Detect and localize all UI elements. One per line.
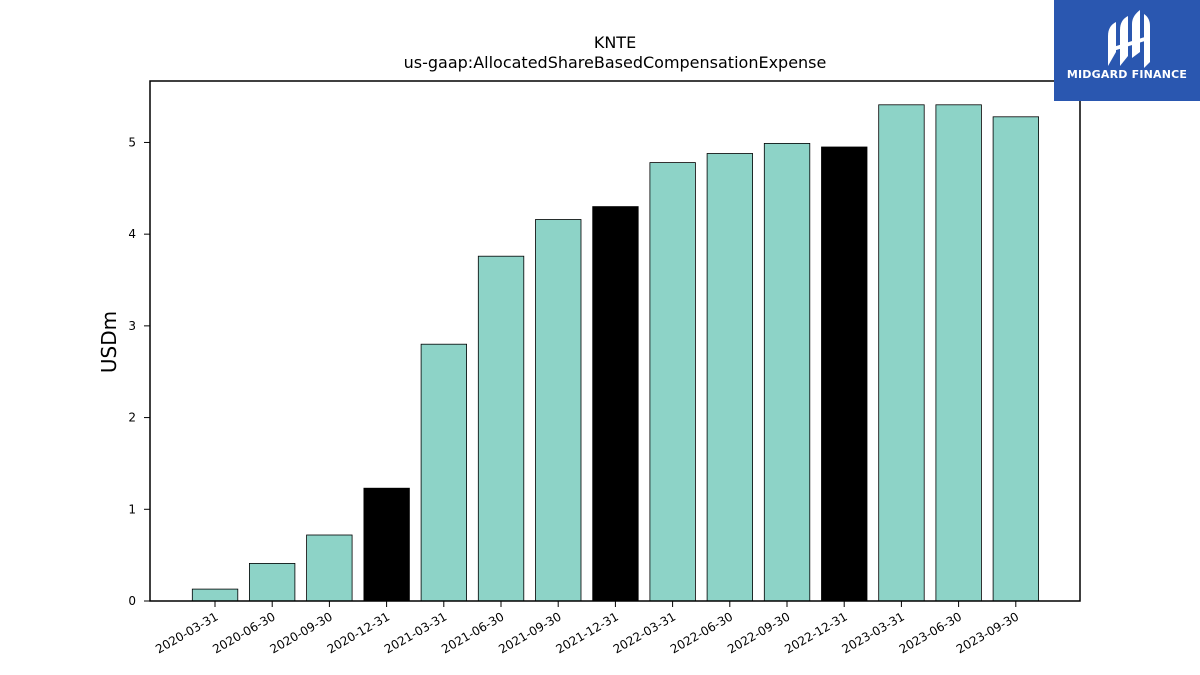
x-tick-label: 2021-06-30 xyxy=(439,609,506,656)
x-tick-label: 2020-09-30 xyxy=(267,609,334,656)
x-tick-label: 2023-03-31 xyxy=(839,609,906,656)
x-tick-label: 2023-06-30 xyxy=(897,609,964,656)
chart-title: KNTE xyxy=(594,33,636,52)
y-tick-label: 3 xyxy=(128,319,136,333)
bar-2020-09-30 xyxy=(306,534,353,602)
bar-2022-09-30 xyxy=(763,142,811,602)
bar-2023-06-30 xyxy=(935,104,982,602)
bar-2020-06-30 xyxy=(248,563,296,602)
x-tick-label: 2022-06-30 xyxy=(668,609,735,656)
x-tick-label: 2021-09-30 xyxy=(496,609,563,656)
bar-2021-03-31 xyxy=(420,343,468,602)
x-tick-label: 2020-03-31 xyxy=(153,609,220,656)
bar-2023-03-31 xyxy=(878,104,925,602)
bar-2020-03-31 xyxy=(191,588,239,602)
midgard-logo-icon xyxy=(1108,10,1150,68)
x-tick-label: 2021-12-31 xyxy=(553,609,620,656)
y-axis-ticks: 0 1 2 3 4 5 xyxy=(128,135,150,608)
x-tick-label: 2022-12-31 xyxy=(782,609,849,656)
y-axis-label: USDm xyxy=(97,311,121,373)
y-tick-label: 4 xyxy=(128,227,136,241)
plot-area-frame xyxy=(149,80,1081,602)
brand-name: MIDGARD FINANCE xyxy=(1066,68,1188,81)
bar-2023-09-30 xyxy=(992,116,1039,602)
x-tick-label: 2022-03-31 xyxy=(611,609,678,656)
x-tick-label: 2023-09-30 xyxy=(954,609,1021,656)
y-tick-label: 2 xyxy=(128,411,136,425)
bar-2022-06-30 xyxy=(706,153,753,602)
bar-2021-06-30 xyxy=(477,255,525,602)
x-tick-label: 2022-09-30 xyxy=(725,609,792,656)
x-tick-label: 2020-12-31 xyxy=(325,609,392,656)
x-axis-ticks: 2020-03-312020-06-302020-09-302020-12-31… xyxy=(153,601,1021,656)
x-tick-label: 2020-06-30 xyxy=(210,609,277,656)
y-tick-label: 5 xyxy=(128,135,136,149)
bar-2021-12-31 xyxy=(592,206,639,602)
brand-logo: MIDGARD FINANCE xyxy=(1054,0,1200,101)
y-tick-label: 1 xyxy=(128,502,136,516)
bar-2022-03-31 xyxy=(649,162,696,602)
bar-2022-12-31 xyxy=(821,146,868,602)
bars-layer xyxy=(191,104,1039,602)
bar-2020-12-31 xyxy=(363,487,410,602)
y-tick-label: 0 xyxy=(128,594,136,608)
chart-subtitle: us-gaap:AllocatedShareBasedCompensationE… xyxy=(404,53,827,72)
bar-2021-09-30 xyxy=(535,219,582,602)
x-tick-label: 2021-03-31 xyxy=(382,609,449,656)
